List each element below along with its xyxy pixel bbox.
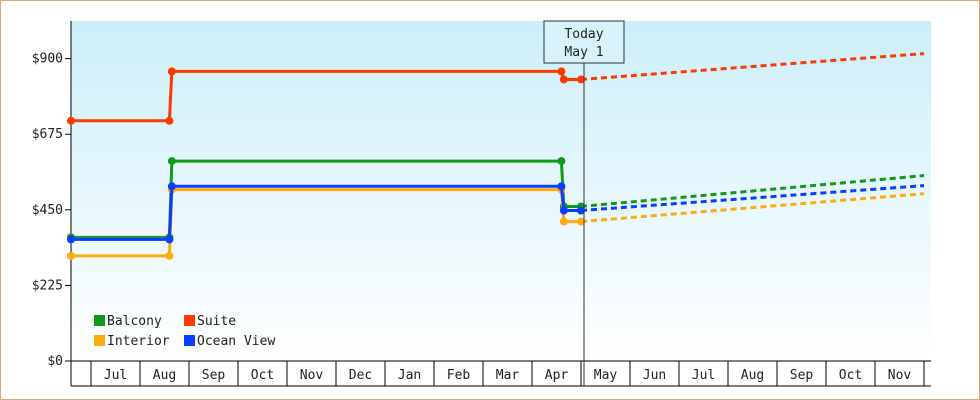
legend-swatch-suite — [184, 315, 195, 326]
x-axis: Jul Aug Sep Oct Nov Dec Jan Feb Mar Apr May Jun Jul A… — [71, 360, 931, 387]
x-tick-label: Sep — [790, 368, 814, 383]
legend-label-suite: Suite — [197, 314, 236, 329]
data-point-ocean-view — [165, 235, 174, 244]
data-point-interior — [165, 251, 174, 260]
y-axis: $0 $225 $450 $675 $900 — [32, 21, 72, 386]
x-tick-label: Apr — [545, 368, 569, 383]
data-point-suite — [559, 75, 568, 84]
data-point-interior — [577, 217, 585, 226]
x-tick-label: Feb — [447, 368, 471, 383]
data-point-ocean-view — [559, 206, 568, 215]
legend: Balcony Suite Interior Ocean View — [94, 314, 275, 349]
legend-swatch-interior — [94, 335, 105, 346]
x-tick-label: Aug — [153, 368, 176, 383]
legend-label-balcony: Balcony — [107, 314, 162, 329]
data-point-suite — [165, 116, 174, 125]
today-marker: Today May 1 — [543, 20, 625, 386]
legend-label-ocean-view: Ocean View — [197, 334, 275, 349]
x-tick-label: Oct — [839, 368, 862, 383]
today-date-label: May 1 — [564, 45, 603, 60]
data-point-suite — [577, 75, 585, 84]
x-tick-label: Jul — [692, 368, 715, 383]
x-tick-label: Sep — [202, 368, 226, 383]
x-tick-label: Jul — [104, 368, 127, 383]
data-point-interior — [67, 251, 75, 260]
forecast-line-suite — [580, 52, 925, 81]
today-label: Today — [564, 27, 603, 42]
data-point-ocean-view — [67, 235, 75, 244]
x-tick-label: Jan — [398, 368, 421, 383]
y-tick-label: $225 — [32, 278, 63, 293]
data-point-suite — [557, 67, 566, 76]
forecast-line-ocean-view — [580, 184, 925, 212]
data-point-ocean-view — [167, 182, 176, 191]
data-point-suite — [167, 67, 176, 76]
x-tick-label: Oct — [251, 368, 274, 383]
x-tick-label: May — [594, 368, 618, 383]
x-tick-label: Nov — [888, 368, 912, 383]
data-point-balcony — [557, 157, 566, 166]
y-tick-label: $0 — [47, 354, 63, 369]
y-tick-label: $450 — [32, 203, 63, 218]
data-point-suite — [67, 116, 75, 125]
y-tick-label: $675 — [32, 127, 63, 142]
x-tick-label: Aug — [741, 368, 764, 383]
forecast-line-interior — [580, 192, 925, 224]
legend-swatch-balcony — [94, 315, 105, 326]
data-point-balcony — [167, 157, 176, 166]
data-point-interior — [559, 217, 568, 226]
legend-label-interior: Interior — [107, 334, 170, 349]
x-tick-label: Dec — [349, 368, 372, 383]
series-layer — [67, 52, 925, 260]
x-tick-label: Mar — [496, 368, 520, 383]
legend-swatch-ocean-view — [184, 335, 195, 346]
data-point-ocean-view — [557, 182, 566, 191]
forecast-line-balcony — [580, 174, 925, 208]
x-tick-label: Nov — [300, 368, 324, 383]
x-tick-label: Jun — [643, 368, 666, 383]
today-box — [543, 20, 625, 64]
data-point-ocean-view — [577, 206, 585, 215]
y-tick-label: $900 — [32, 52, 63, 67]
